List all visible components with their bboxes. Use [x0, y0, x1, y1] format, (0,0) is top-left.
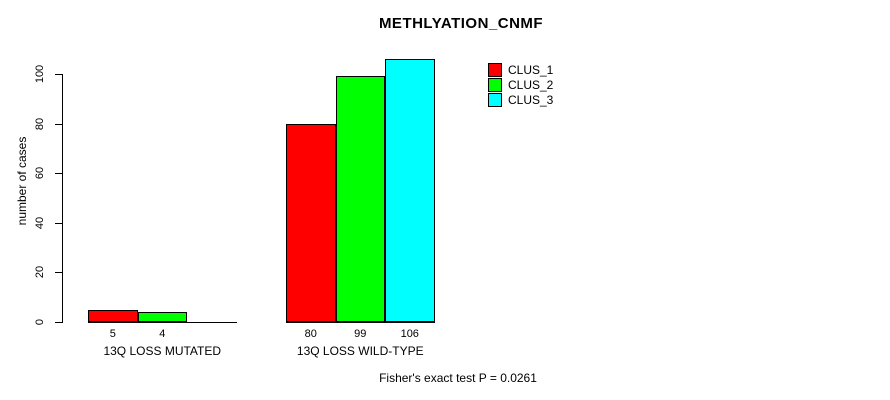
legend-swatch-icon [488, 62, 502, 77]
bar-clus_2-group2 [335, 76, 385, 322]
y-tick-label: 20 [34, 266, 46, 279]
stat-annotation: Fisher's exact test P = 0.0261 [379, 371, 537, 385]
y-tick-label: 60 [34, 167, 46, 180]
y-tick [55, 322, 62, 323]
y-axis-line [62, 74, 63, 323]
bar-value-label: 80 [304, 328, 317, 340]
chart-title: METHLYATION_CNMF [378, 15, 544, 32]
y-tick [55, 173, 62, 175]
category-label: 13Q LOSS MUTATED [103, 344, 222, 358]
y-tick [55, 123, 62, 125]
category-label: 13Q LOSS WILD-TYPE [296, 344, 424, 358]
group-baseline [88, 322, 237, 323]
y-tick-label: 100 [34, 64, 46, 84]
bar-clus_1-group1 [88, 309, 138, 322]
bar-clus_3-group2 [385, 59, 435, 322]
y-tick [55, 272, 62, 274]
legend-label: CLUS_3 [508, 92, 554, 107]
bar-value-label: 4 [159, 328, 166, 340]
y-tick [55, 222, 62, 224]
legend: CLUS_1 CLUS_2 CLUS_3 [488, 62, 553, 107]
y-tick-label: 0 [34, 318, 46, 326]
y-tick-label: 80 [34, 117, 46, 130]
legend-label: CLUS_1 [508, 62, 554, 77]
y-tick-label: 40 [34, 216, 46, 229]
legend-item-clus_2: CLUS_2 [488, 77, 553, 92]
legend-label: CLUS_2 [508, 77, 554, 92]
bar-value-label: 99 [354, 328, 367, 340]
y-tick [55, 74, 62, 75]
group-baseline [286, 322, 435, 323]
legend-swatch-icon [488, 77, 502, 92]
bar-clus_1-group2 [286, 123, 336, 322]
legend-swatch-icon [488, 92, 502, 107]
legend-item-clus_1: CLUS_1 [488, 62, 553, 77]
bar-value-label: 106 [400, 328, 419, 340]
legend-item-clus_3: CLUS_3 [488, 92, 553, 107]
bar-value-label: 5 [109, 328, 116, 340]
bar-clus_2-group1 [137, 312, 187, 322]
